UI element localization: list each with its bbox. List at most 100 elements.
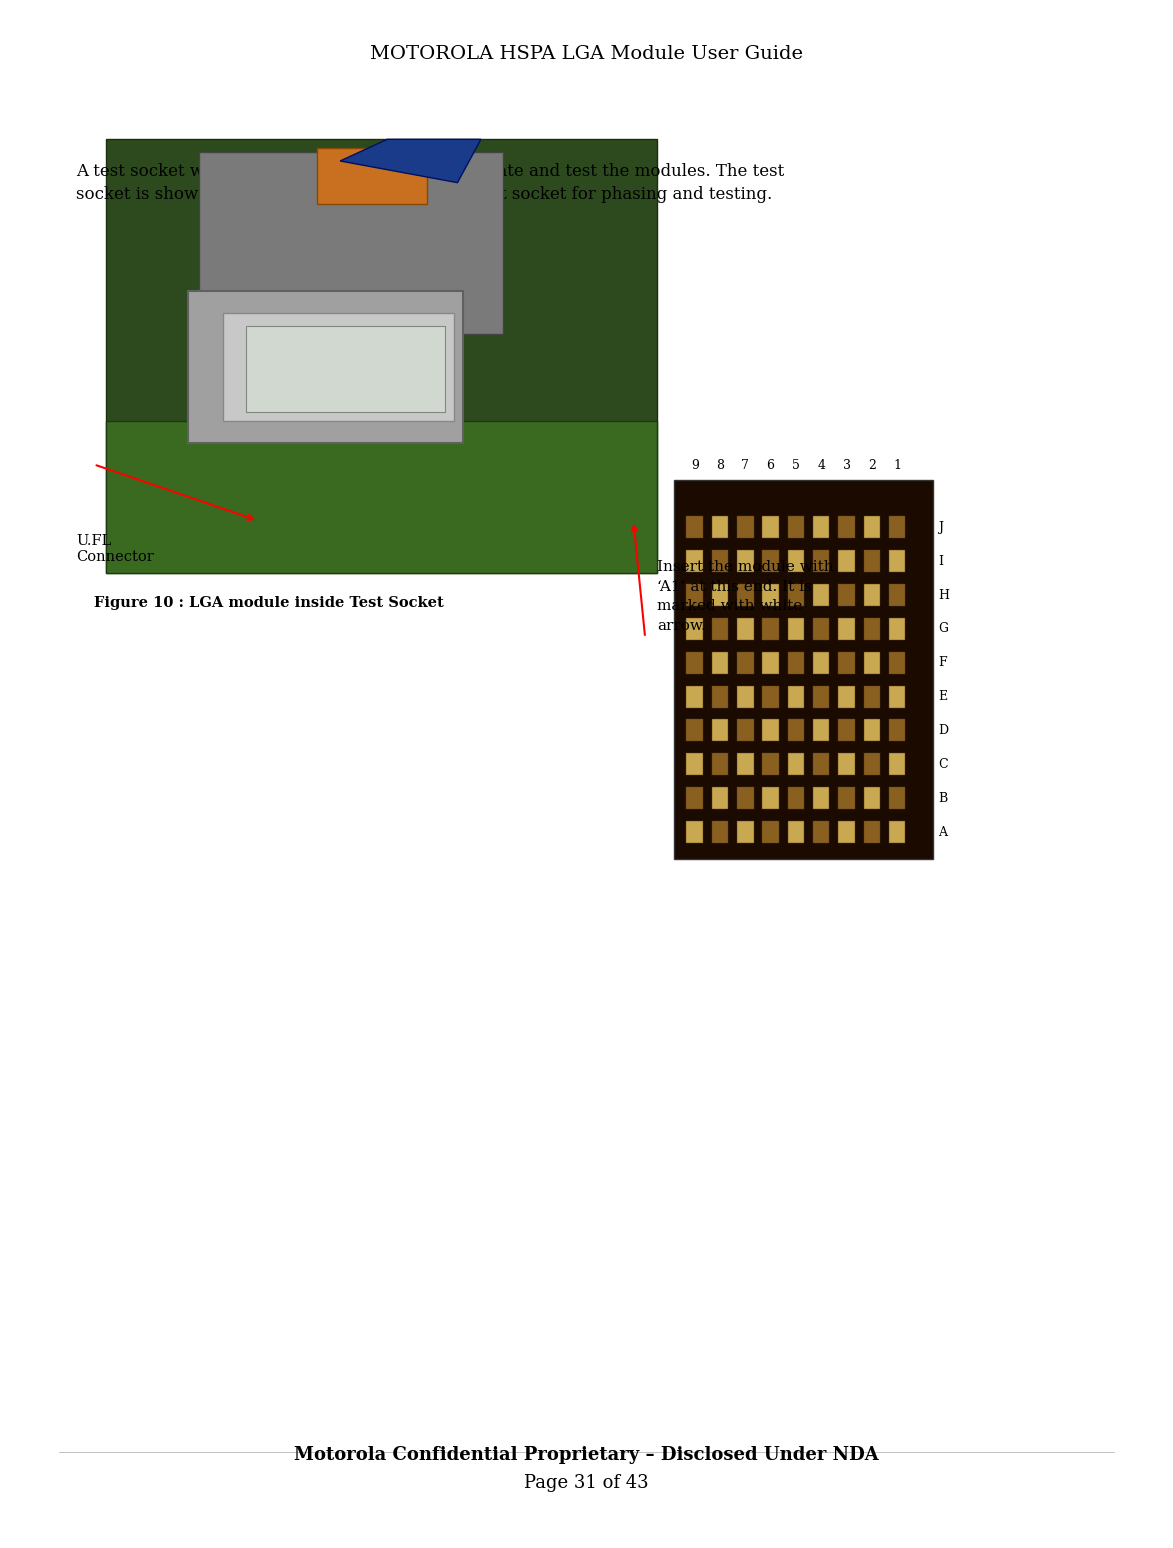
- Bar: [889, 652, 906, 673]
- Bar: [863, 720, 880, 741]
- Bar: [889, 686, 906, 707]
- Bar: [813, 788, 829, 810]
- Bar: [686, 652, 703, 673]
- Bar: [686, 686, 703, 707]
- Bar: [712, 754, 728, 776]
- Bar: [863, 686, 880, 707]
- Bar: [839, 720, 855, 741]
- Bar: [863, 754, 880, 776]
- Bar: [737, 517, 753, 539]
- Bar: [839, 820, 855, 844]
- Bar: [863, 788, 880, 810]
- Bar: [839, 517, 855, 539]
- Bar: [762, 550, 779, 573]
- Bar: [106, 139, 657, 573]
- Bar: [762, 686, 779, 707]
- Text: Motorola Confidential Proprietary – Disclosed Under NDA: Motorola Confidential Proprietary – Disc…: [294, 1446, 879, 1464]
- Bar: [737, 788, 753, 810]
- Bar: [813, 820, 829, 844]
- Bar: [813, 652, 829, 673]
- Bar: [889, 550, 906, 573]
- Bar: [788, 686, 805, 707]
- Bar: [762, 517, 779, 539]
- Text: B: B: [938, 791, 948, 805]
- Bar: [762, 720, 779, 741]
- Bar: [246, 325, 445, 412]
- Text: 8: 8: [716, 460, 724, 472]
- Bar: [686, 517, 703, 539]
- Text: Figure 10 : LGA module inside Test Socket: Figure 10 : LGA module inside Test Socke…: [94, 596, 443, 610]
- Text: E: E: [938, 690, 948, 703]
- Text: 1: 1: [893, 460, 901, 472]
- Bar: [839, 686, 855, 707]
- Text: 5: 5: [792, 460, 800, 472]
- Bar: [788, 618, 805, 639]
- Bar: [863, 517, 880, 539]
- Bar: [889, 618, 906, 639]
- Bar: [813, 720, 829, 741]
- Bar: [686, 788, 703, 810]
- Bar: [762, 618, 779, 639]
- Bar: [737, 550, 753, 573]
- Bar: [863, 550, 880, 573]
- Bar: [839, 652, 855, 673]
- Bar: [813, 550, 829, 573]
- Bar: [788, 550, 805, 573]
- Bar: [686, 720, 703, 741]
- Text: Insert the module with
‘A1’ at this end. It is
marked with white
arrow.: Insert the module with ‘A1’ at this end.…: [657, 560, 834, 633]
- Bar: [839, 788, 855, 810]
- Text: H: H: [938, 588, 949, 602]
- Text: MOTOROLA HSPA LGA Module User Guide: MOTOROLA HSPA LGA Module User Guide: [369, 45, 804, 63]
- Bar: [839, 584, 855, 605]
- Bar: [889, 754, 906, 776]
- Bar: [762, 754, 779, 776]
- Text: A test socket was developed by Motorola to calibrate and test the modules. The t: A test socket was developed by Motorola …: [76, 163, 785, 203]
- Text: F: F: [938, 656, 947, 669]
- Bar: [788, 584, 805, 605]
- Bar: [317, 149, 427, 204]
- Bar: [788, 720, 805, 741]
- Polygon shape: [340, 139, 481, 183]
- Bar: [762, 788, 779, 810]
- Bar: [737, 652, 753, 673]
- Bar: [712, 686, 728, 707]
- Text: C: C: [938, 759, 948, 771]
- Text: D: D: [938, 724, 949, 737]
- Bar: [737, 686, 753, 707]
- Bar: [712, 618, 728, 639]
- Bar: [712, 720, 728, 741]
- Bar: [737, 820, 753, 844]
- Bar: [199, 152, 502, 334]
- Bar: [788, 788, 805, 810]
- Bar: [762, 652, 779, 673]
- Bar: [889, 820, 906, 844]
- Bar: [106, 421, 657, 573]
- Bar: [863, 618, 880, 639]
- Bar: [686, 820, 703, 844]
- Bar: [686, 584, 703, 605]
- Bar: [712, 820, 728, 844]
- Bar: [686, 618, 703, 639]
- Bar: [712, 550, 728, 573]
- Bar: [889, 584, 906, 605]
- Bar: [788, 517, 805, 539]
- Bar: [839, 618, 855, 639]
- Bar: [863, 652, 880, 673]
- Text: 7: 7: [741, 460, 750, 472]
- Bar: [788, 652, 805, 673]
- Bar: [889, 517, 906, 539]
- Bar: [737, 618, 753, 639]
- Bar: [839, 754, 855, 776]
- Bar: [863, 820, 880, 844]
- Text: G: G: [938, 622, 949, 635]
- Bar: [762, 584, 779, 605]
- Bar: [813, 584, 829, 605]
- Text: U.FL
Connector: U.FL Connector: [76, 534, 154, 565]
- Text: J: J: [938, 520, 943, 534]
- Bar: [889, 720, 906, 741]
- Bar: [737, 720, 753, 741]
- Text: Page 31 of 43: Page 31 of 43: [524, 1474, 649, 1492]
- Bar: [863, 584, 880, 605]
- Bar: [188, 291, 463, 443]
- Bar: [889, 788, 906, 810]
